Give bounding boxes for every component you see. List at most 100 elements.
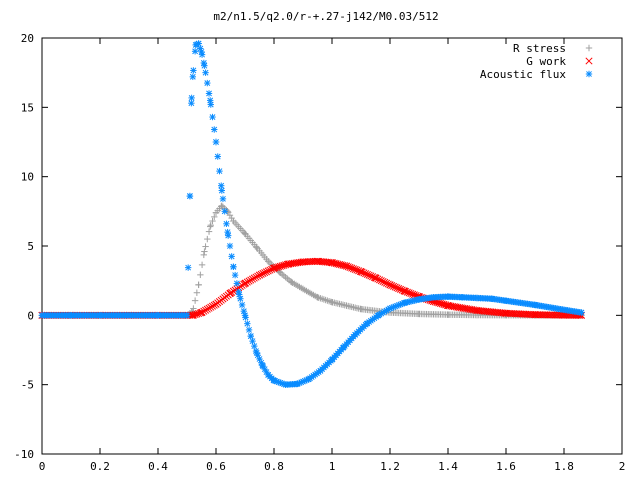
data-point (365, 271, 373, 279)
legend-marker (585, 70, 593, 78)
data-point (362, 270, 370, 278)
y-tick-label: -10 (14, 448, 34, 461)
data-point (367, 272, 375, 280)
data-point (233, 280, 241, 287)
data-point (502, 297, 510, 304)
data-point (259, 269, 267, 278)
data-point (386, 305, 394, 312)
data-point (578, 309, 585, 316)
data-point (444, 293, 452, 300)
data-point (237, 295, 244, 302)
data-point (299, 258, 307, 266)
data-point (544, 311, 552, 319)
x-tick-label: 1.8 (554, 460, 574, 473)
data-point (502, 309, 510, 317)
data-point (266, 266, 274, 274)
y-tick-label: 0 (27, 309, 34, 322)
legend-label: R stress (513, 42, 566, 55)
data-point (363, 270, 371, 278)
data-point (401, 299, 408, 307)
data-point (384, 280, 392, 288)
data-point (531, 301, 539, 309)
data-point (198, 261, 206, 269)
data-point (248, 275, 257, 283)
data-point (444, 311, 452, 318)
data-point (231, 271, 239, 279)
data-point (376, 276, 384, 284)
data-point (38, 312, 46, 319)
data-point (270, 264, 278, 272)
data-point (238, 301, 246, 309)
data-point (488, 295, 495, 302)
data-point (202, 243, 209, 250)
legend-label: G work (526, 55, 566, 68)
y-tick-label: 5 (27, 240, 34, 253)
data-point (415, 296, 423, 303)
x-tick-label: 2 (619, 460, 626, 473)
data-point (259, 362, 266, 369)
data-point (212, 300, 220, 308)
data-point (342, 262, 351, 270)
data-point (415, 310, 423, 318)
data-point (247, 332, 254, 340)
data-point (154, 312, 162, 319)
data-point (184, 264, 192, 271)
data-point (459, 294, 466, 301)
data-point (205, 90, 213, 97)
data-point (558, 311, 566, 319)
data-point (223, 220, 230, 228)
data-point (191, 48, 199, 55)
data-point (374, 275, 382, 283)
data-point (255, 271, 264, 279)
data-point (201, 248, 208, 255)
data-point (198, 48, 205, 56)
data-point (244, 320, 251, 327)
data-point (241, 312, 249, 319)
data-point (357, 305, 365, 313)
data-point (381, 278, 389, 286)
data-point (209, 113, 216, 121)
data-point (218, 182, 225, 189)
data-point (393, 284, 401, 292)
data-point (207, 97, 214, 104)
data-point (204, 235, 211, 243)
data-point (190, 67, 197, 74)
data-point (379, 277, 387, 286)
data-point (189, 307, 196, 315)
data-point (313, 257, 322, 265)
x-tick-label: 0 (39, 460, 46, 473)
data-point (396, 285, 404, 293)
data-point (357, 268, 365, 276)
data-point (249, 337, 256, 345)
data-point (317, 367, 324, 374)
data-point (473, 294, 481, 302)
data-point (218, 202, 225, 209)
data-point (247, 276, 255, 284)
data-point (226, 242, 234, 250)
data-point (395, 285, 403, 293)
data-point (352, 331, 359, 338)
data-point (560, 306, 568, 313)
data-point (203, 305, 211, 313)
data-point (539, 311, 547, 319)
x-tick-label: 0.4 (148, 460, 168, 473)
data-point (207, 222, 214, 229)
data-point (391, 283, 399, 291)
data-point (532, 311, 540, 319)
series-layer (38, 40, 585, 388)
data-point (125, 312, 133, 319)
data-point (534, 311, 542, 319)
data-point (288, 278, 295, 286)
data-point (201, 62, 208, 69)
data-point (226, 289, 235, 297)
data-point (193, 289, 201, 296)
data-point (96, 312, 104, 319)
data-point (200, 251, 208, 259)
data-point (543, 311, 551, 319)
data-point (314, 294, 321, 301)
legend-label: Acoustic flux (480, 68, 566, 81)
data-point (340, 344, 347, 351)
data-point (282, 381, 289, 388)
data-point (400, 287, 409, 295)
